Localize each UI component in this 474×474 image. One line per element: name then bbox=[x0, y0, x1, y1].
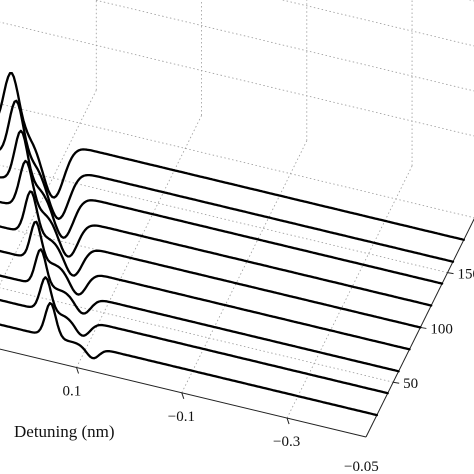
series-traces bbox=[0, 71, 465, 417]
x-axis-title: Detuning (nm) bbox=[14, 422, 115, 441]
series-trace-3 bbox=[0, 248, 400, 373]
floor-grid-y bbox=[0, 103, 474, 219]
y-axis-line bbox=[365, 218, 474, 438]
floor-grid-x bbox=[286, 165, 413, 419]
series-trace-7 bbox=[0, 129, 444, 285]
y-tick-label: 100 bbox=[430, 321, 453, 337]
floor-grid-x bbox=[181, 140, 308, 393]
x-tick-mark bbox=[286, 417, 290, 425]
wall-grid-z bbox=[93, 0, 474, 92]
x-tick-mark bbox=[181, 392, 185, 399]
y-tick-mark bbox=[393, 381, 400, 384]
wall-grid-z bbox=[0, 21, 474, 137]
series-trace-4 bbox=[0, 220, 411, 351]
series-trace-8 bbox=[0, 99, 455, 263]
tick-labels: 0.30.1−0.1−0.350100150200−0.05 bbox=[63, 267, 474, 474]
floor-grid-y bbox=[0, 226, 421, 328]
corner-tick-label: −0.05 bbox=[344, 459, 379, 474]
x-tick-label: 0.1 bbox=[63, 384, 82, 400]
floor-grid-x bbox=[0, 90, 97, 286]
series-trace-1 bbox=[0, 301, 379, 417]
x-axis-line bbox=[0, 348, 367, 438]
wall-grid-z bbox=[280, 0, 474, 47]
wall-grid-z bbox=[468, 0, 474, 2]
series-trace-9 bbox=[0, 71, 465, 241]
y-tick-mark bbox=[447, 272, 454, 275]
series-trace-6 bbox=[0, 159, 433, 307]
y-tick-label: 150 bbox=[458, 267, 474, 283]
x-tick-mark bbox=[76, 367, 80, 374]
x-tick-label: −0.1 bbox=[168, 409, 195, 425]
series-trace-5 bbox=[0, 190, 422, 329]
y-tick-label: 50 bbox=[403, 376, 418, 392]
x-tick-label: −0.3 bbox=[273, 434, 300, 450]
floor-grid-x bbox=[76, 115, 202, 368]
floor-grid-y bbox=[0, 287, 394, 383]
series-trace-2 bbox=[0, 276, 389, 395]
